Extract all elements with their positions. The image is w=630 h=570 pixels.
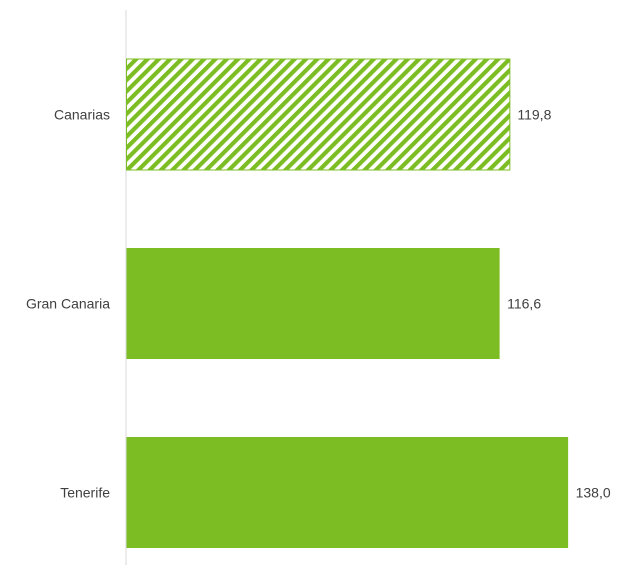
data-label: 138,0 bbox=[576, 485, 611, 501]
category-label: Tenerife bbox=[60, 485, 110, 501]
bar-canarias bbox=[126, 58, 511, 171]
data-label: 119,8 bbox=[517, 107, 551, 123]
bar-tenerife bbox=[126, 437, 569, 548]
bar-gran-canaria bbox=[126, 248, 500, 359]
category-label: Canarias bbox=[54, 107, 110, 123]
data-label: 116,6 bbox=[507, 296, 541, 312]
category-label: Gran Canaria bbox=[26, 296, 110, 312]
